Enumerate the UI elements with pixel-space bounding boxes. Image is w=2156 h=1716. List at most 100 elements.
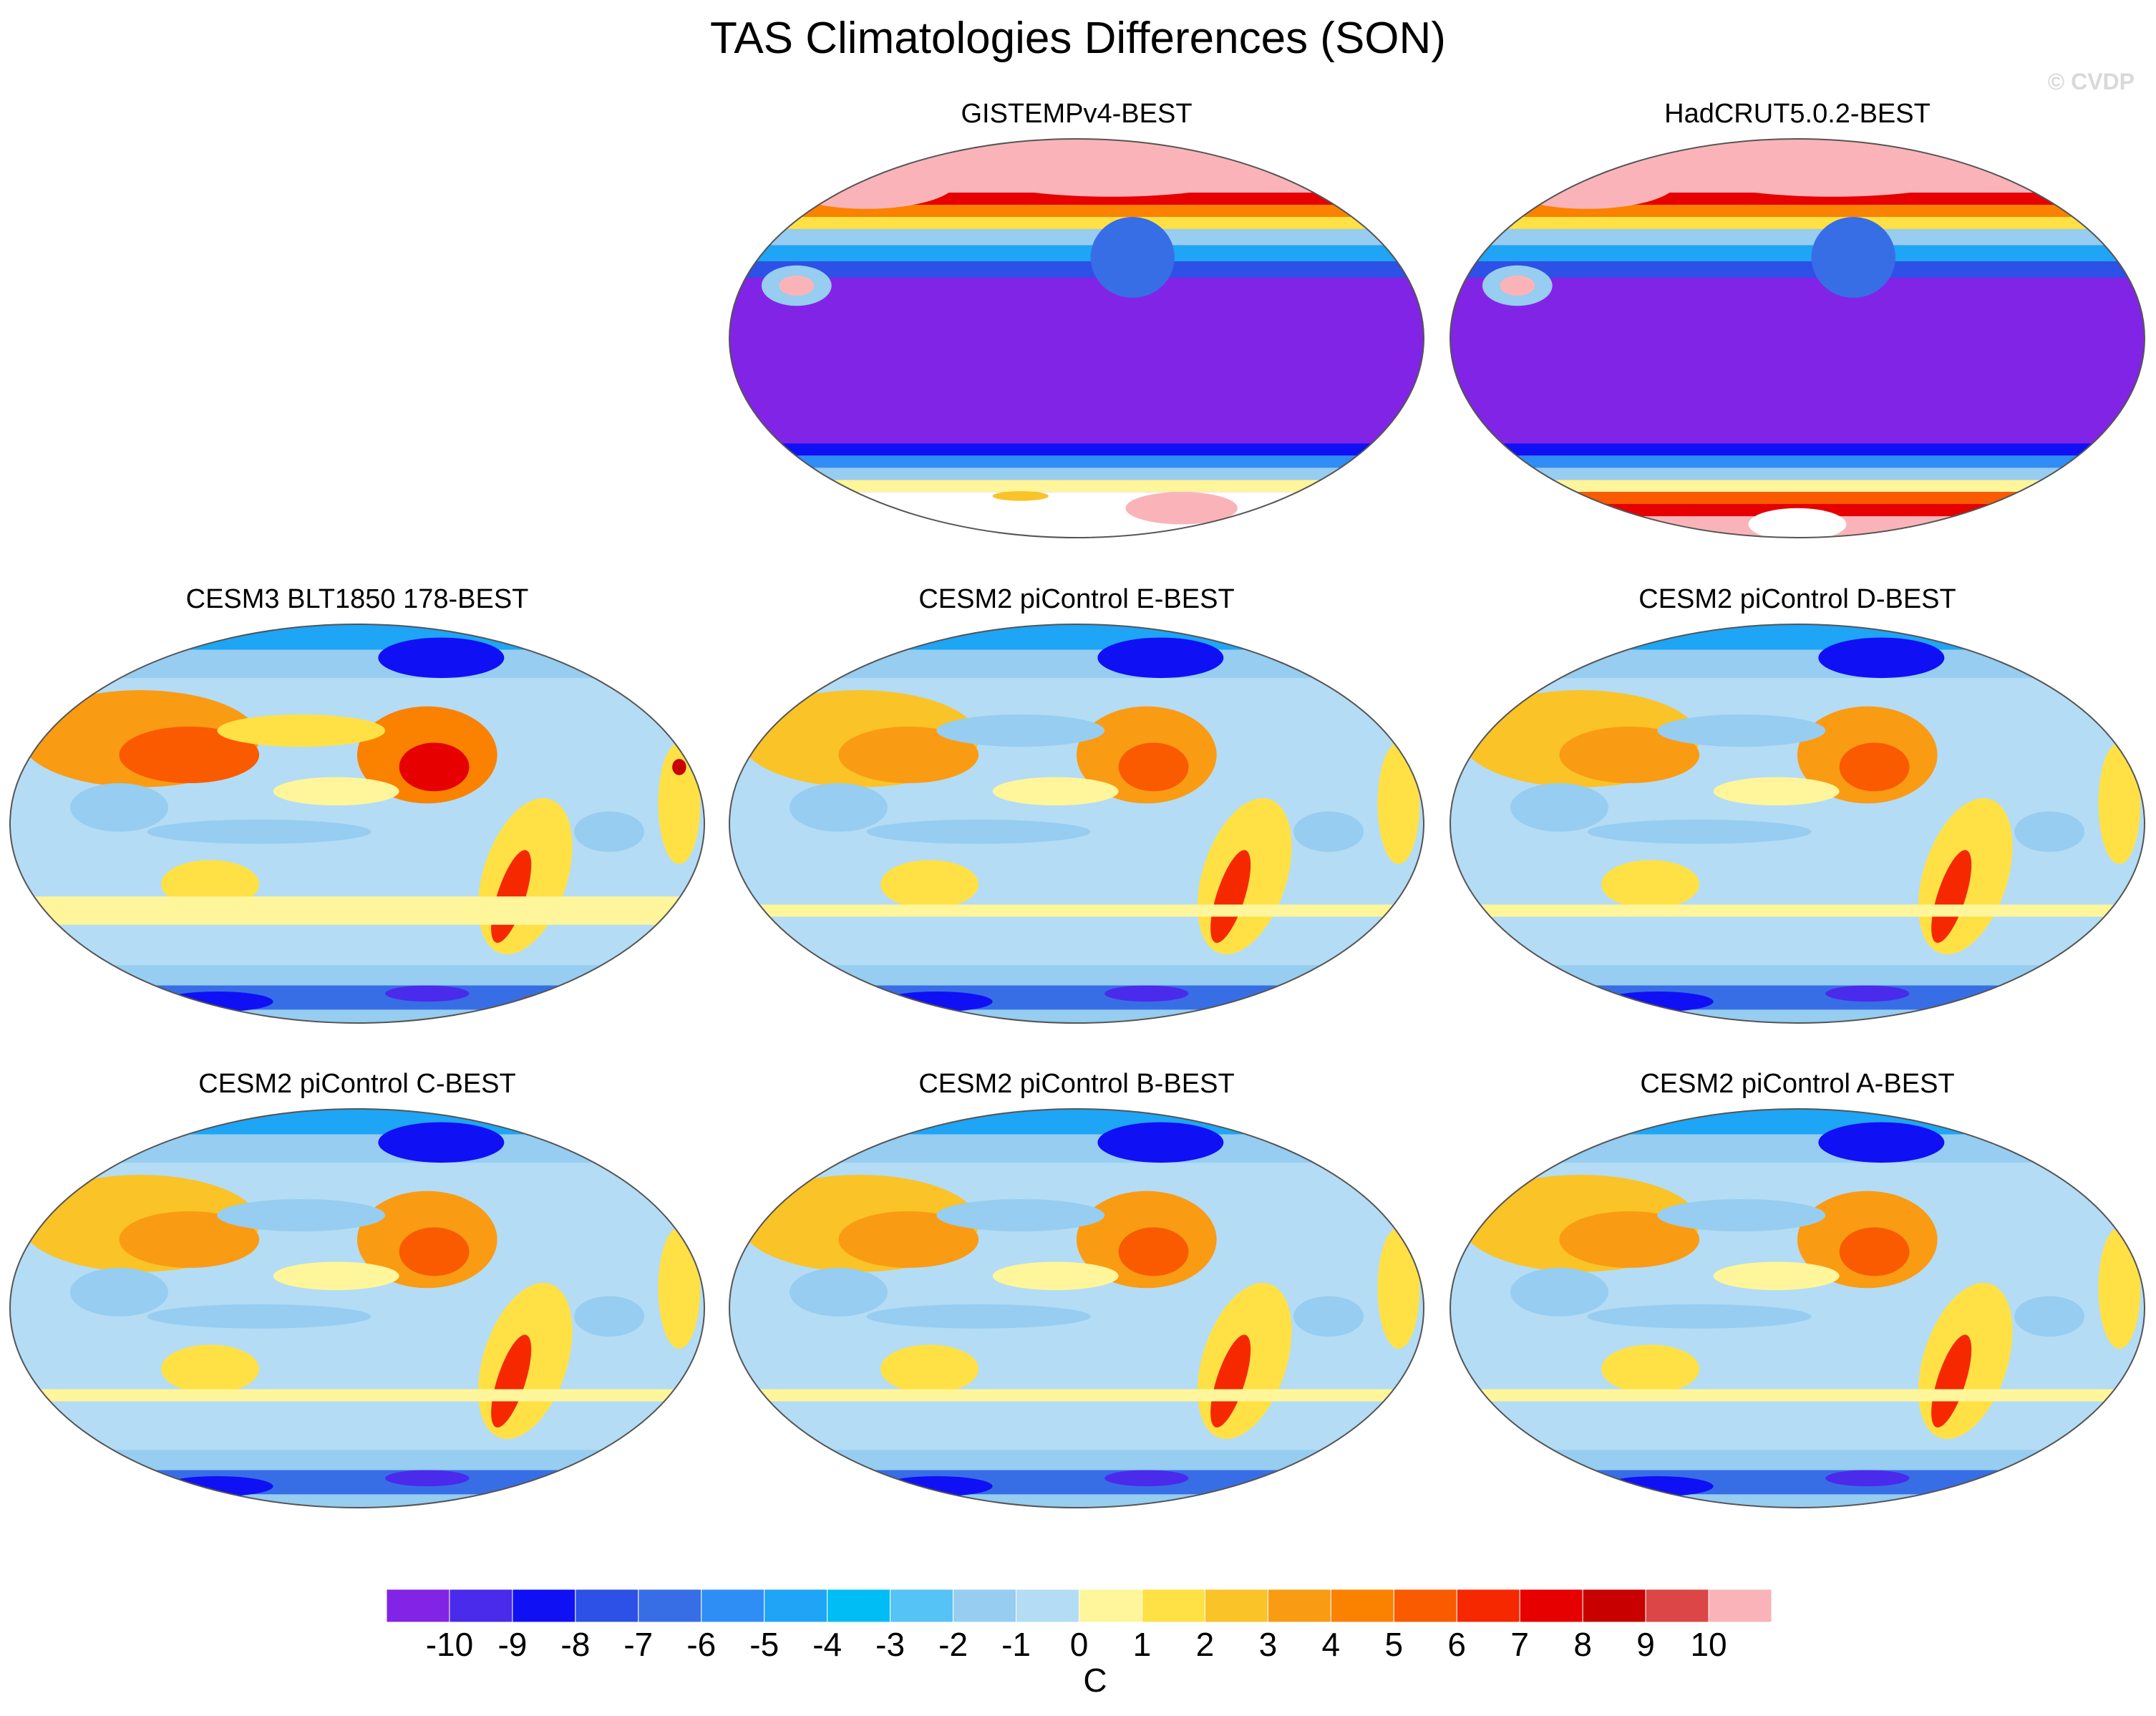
north-pacific-anomaly (936, 714, 1105, 747)
southern-warm-band (10, 1389, 704, 1402)
equatorial-cool (866, 1304, 1091, 1329)
north-band-5 (729, 245, 1424, 262)
atlantic-cool (2014, 811, 2084, 853)
colorbar-tick-label: -3 (875, 1626, 905, 1663)
south-band-2 (1450, 467, 2145, 480)
map-pi-a (1450, 1108, 2145, 1508)
colorbar-cell (638, 1589, 702, 1623)
north-america-core (1118, 742, 1189, 792)
equatorial-cool (147, 819, 372, 844)
colorbar-tick-label: 7 (1510, 1626, 1529, 1663)
andes-warm (491, 1334, 532, 1427)
map-outline (729, 138, 1424, 538)
south-band-0 (1450, 443, 2145, 456)
colorbar-tick-label: 1 (1132, 1626, 1152, 1663)
panel-title: CESM3 BLT1850 178-BEST (185, 584, 529, 614)
north-pacific-anomaly (217, 714, 386, 747)
arctic-warm-blob-2 (1692, 147, 1973, 197)
antarctic-cold (10, 1470, 704, 1495)
arctic-strong-cold (378, 1122, 505, 1163)
colorbar-cell (1456, 1589, 1520, 1623)
map-outline (1450, 624, 2145, 1024)
map-field (1450, 1109, 2145, 1508)
map-outline (1450, 138, 2145, 538)
australia-warm (1601, 860, 1700, 909)
australia-warm (161, 1344, 260, 1394)
arctic-strong-cold (1097, 1122, 1224, 1163)
subarctic-cool-band (10, 649, 704, 679)
north-america-core (399, 1227, 470, 1276)
australia-warm (161, 860, 260, 909)
africa-warm-edge (2098, 1227, 2141, 1349)
southern-warm-band (729, 1389, 1424, 1402)
map-field (1450, 624, 2145, 1023)
tropical-pacific-warm (273, 1261, 399, 1291)
africa-warm-edge (1377, 742, 1420, 864)
arctic-cold-band (729, 624, 1424, 650)
north-america-core (1839, 1227, 1910, 1276)
eurasia-warm-core (1559, 1211, 1700, 1268)
arctic-warm-blob-1 (1496, 152, 1679, 209)
credit-watermark: © CVDP (2047, 69, 2135, 94)
arctic-cold-band (1450, 624, 2145, 650)
south-band-3 (729, 480, 1424, 493)
colorbar-cell (701, 1589, 765, 1623)
southern-ocean-cool (10, 965, 704, 986)
antarctic-strong-cold-2 (385, 1470, 470, 1487)
north-band-3 (1450, 217, 2145, 229)
colorbar-cell (827, 1589, 891, 1623)
colorbar-cell (1016, 1589, 1080, 1623)
colorbar-cell (953, 1589, 1017, 1623)
atlantic-cool (1293, 811, 1364, 853)
colorbar-tick-label: 8 (1573, 1626, 1592, 1663)
map-panel-gistemp: GISTEMPv4-BEST (727, 99, 1427, 541)
southern-ocean-cool (729, 965, 1424, 986)
antarctic-strong-cold-2 (1104, 1470, 1189, 1487)
alaska-cool-blob (1090, 217, 1175, 298)
map-panel-pi-c: CESM2 piControl C-BEST (7, 1069, 707, 1511)
panel-title: CESM2 piControl B-BEST (918, 1069, 1235, 1099)
panel-title: HadCRUT5.0.2-BEST (1664, 99, 1931, 129)
map-outline (9, 624, 705, 1024)
antarctic-cold (1450, 985, 2145, 1010)
map-pi-b (729, 1108, 1424, 1508)
map-panel-hadcrut: HadCRUT5.0.2-BEST (1447, 99, 2147, 541)
arctic-warm-blob-1 (775, 152, 958, 209)
antarctica-missing (729, 492, 1424, 538)
north-pacific-anomaly (1657, 714, 1826, 747)
colorbar-cell (764, 1589, 828, 1623)
colorbar-tick-label: -8 (560, 1626, 591, 1663)
antarctic-warm-spot (518, 993, 588, 1010)
southern-warm-band (1450, 1389, 2145, 1402)
south-asia-cool (790, 783, 888, 832)
north-pacific-anomaly (217, 1198, 386, 1232)
equatorial-cool (866, 819, 1091, 844)
north-band-2 (729, 205, 1424, 217)
colorbar-cell (1330, 1589, 1394, 1623)
colorbar-tick-label: 3 (1258, 1626, 1278, 1663)
map-panel-pi-e: CESM2 piControl E-BEST (727, 584, 1427, 1026)
map-panel-pi-d: CESM2 piControl D-BEST (1447, 584, 2147, 1026)
europe-warm-core (779, 275, 815, 296)
antarctic-cold (10, 985, 704, 1010)
antarctic-strong-cold-2 (385, 985, 470, 1002)
australia-warm (1601, 1344, 1700, 1394)
africa-warm-edge (658, 742, 701, 864)
south-asia-cool (790, 1268, 888, 1317)
north-america-core (399, 742, 470, 792)
subarctic-cool-band (729, 649, 1424, 679)
north-band-6 (1450, 261, 2145, 278)
north-band-3 (729, 217, 1424, 229)
subarctic-cool-band (10, 1134, 704, 1163)
colorbar-tick-label: -7 (623, 1626, 654, 1663)
antarctic-cold (1450, 1470, 2145, 1495)
map-outline (1450, 1108, 2145, 1508)
colorbar (387, 1589, 1772, 1623)
south-band-2 (729, 467, 1424, 480)
subarctic-cool-band (1450, 1134, 2145, 1163)
arctic-strong-cold (1097, 637, 1224, 679)
colorbar-tick-label: -1 (1001, 1626, 1031, 1663)
north-band-4 (1450, 228, 2145, 246)
north-band-4 (729, 228, 1424, 246)
colorbar-cell (1079, 1589, 1142, 1623)
